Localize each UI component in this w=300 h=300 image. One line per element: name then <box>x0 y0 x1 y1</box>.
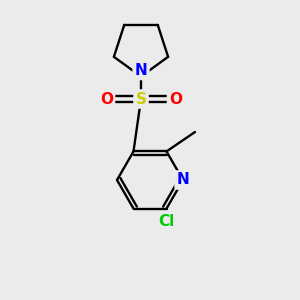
Text: S: S <box>136 92 146 106</box>
Text: N: N <box>135 63 147 78</box>
Text: Cl: Cl <box>158 214 175 229</box>
Text: N: N <box>177 172 189 188</box>
Text: O: O <box>100 92 113 106</box>
Text: O: O <box>169 92 182 106</box>
